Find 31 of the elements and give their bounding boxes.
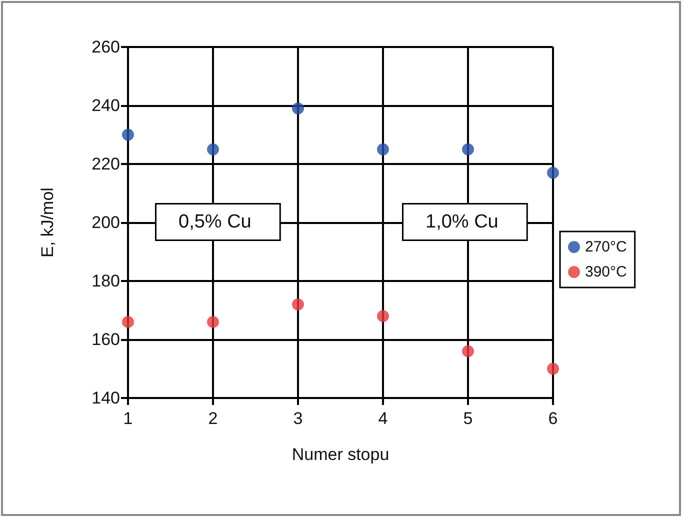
y-axis-title: E, kJ/mol: [38, 188, 57, 258]
point: [547, 362, 559, 375]
y-tick-label: 180: [92, 272, 120, 290]
point: [122, 316, 134, 328]
y-tick-label: 200: [92, 213, 120, 232]
legend-label: 390°C: [585, 264, 628, 280]
point: [377, 310, 389, 322]
point: [377, 143, 389, 156]
x-tick-label: 6: [548, 409, 558, 428]
point: [462, 143, 474, 156]
annotation: 0,5% Cu: [178, 212, 252, 232]
point: [207, 316, 219, 328]
y-tick-label: 140: [92, 388, 120, 408]
x-tick-label: 4: [378, 409, 388, 428]
point: [462, 345, 474, 358]
y-tick-label: 160: [92, 330, 120, 349]
x-tick-label: 5: [463, 409, 473, 428]
x-tick-label: 3: [293, 409, 303, 428]
annotation: 1,0% Cu: [426, 212, 498, 232]
point: [122, 128, 134, 141]
x-axis-title: Numer stopu: [292, 445, 390, 464]
y-tick-label: 220: [92, 154, 120, 174]
point: [207, 143, 219, 156]
point: [292, 298, 304, 310]
y-tick-label: 260: [92, 38, 120, 56]
point: [292, 102, 304, 114]
point: [547, 166, 559, 179]
legend-label: 270°C: [585, 238, 628, 256]
x-tick-label: 1: [123, 409, 133, 428]
x-tick-label: 2: [208, 409, 218, 428]
y-tick-label: 240: [92, 96, 120, 115]
